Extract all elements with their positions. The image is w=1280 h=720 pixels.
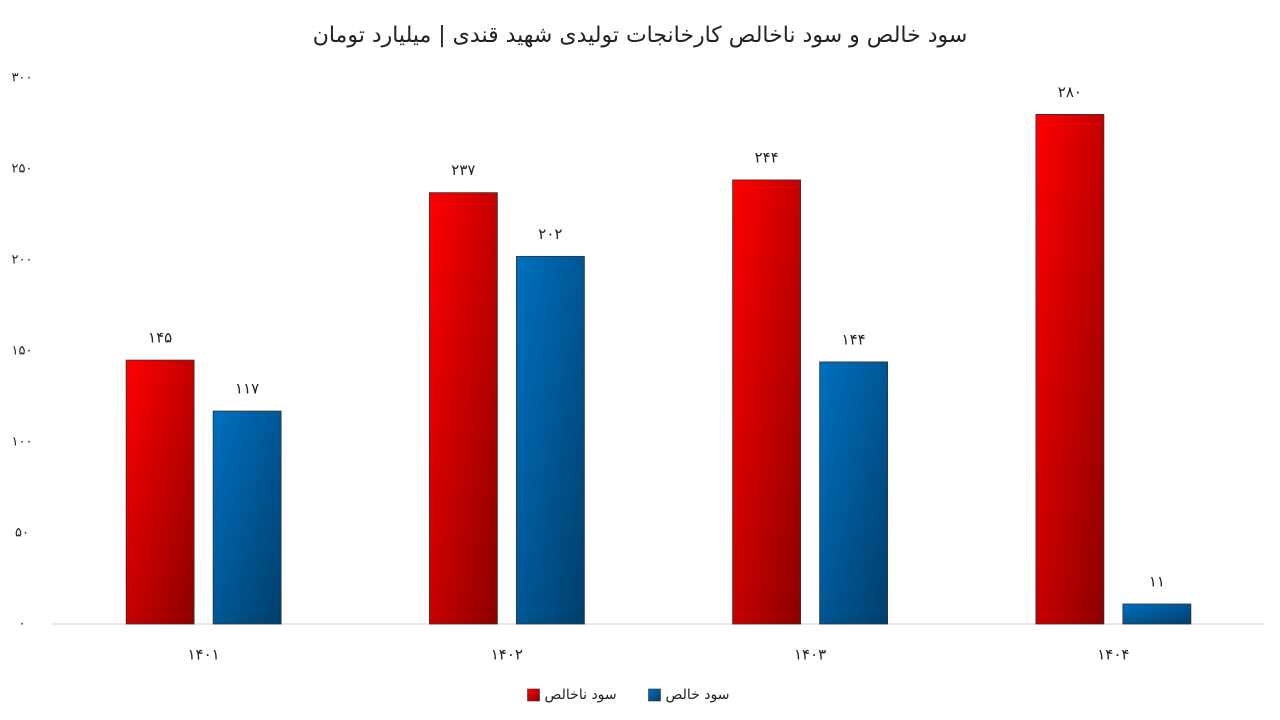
bar — [212, 410, 282, 625]
y-tick-label: ۳۰۰ — [12, 71, 33, 86]
legend-swatch — [648, 688, 661, 702]
value-label: ۲۴۴ — [755, 148, 779, 166]
bar — [732, 179, 802, 625]
value-label: ۲۸۰ — [1058, 83, 1082, 101]
bar — [1122, 603, 1192, 625]
legend-label: سود خالص — [666, 687, 730, 703]
legend-label: سود ناخالص — [545, 687, 617, 703]
y-tick-label: ۱۵۰ — [12, 344, 33, 359]
x-tick-label: ۱۴۰۲ — [491, 646, 523, 664]
bar — [515, 255, 585, 625]
bar — [819, 361, 889, 625]
chart-title: سود خالص و سود ناخالص کارخانجات تولیدی ش… — [313, 23, 968, 48]
y-tick-label: ۰ — [19, 617, 26, 632]
y-tick-label: ۱۰۰ — [12, 435, 33, 450]
bar — [428, 192, 498, 625]
x-tick-label: ۱۴۰۱ — [188, 646, 220, 664]
value-label: ۲۳۷ — [451, 161, 475, 179]
value-label: ۱۱ — [1149, 572, 1165, 590]
value-label: ۱۴۴ — [842, 330, 866, 348]
x-tick-label: ۱۴۰۴ — [1097, 646, 1129, 664]
value-label: ۲۰۲ — [538, 225, 562, 243]
x-tick-label: ۱۴۰۳ — [794, 646, 826, 664]
y-tick-label: ۲۰۰ — [12, 253, 33, 268]
bar — [125, 359, 195, 625]
legend-swatch — [527, 688, 540, 702]
y-tick-label: ۵۰ — [15, 526, 29, 541]
value-label: ۱۱۷ — [235, 380, 259, 398]
bar — [1035, 114, 1105, 625]
value-label: ۱۴۵ — [148, 329, 172, 347]
y-tick-label: ۲۵۰ — [12, 162, 33, 177]
